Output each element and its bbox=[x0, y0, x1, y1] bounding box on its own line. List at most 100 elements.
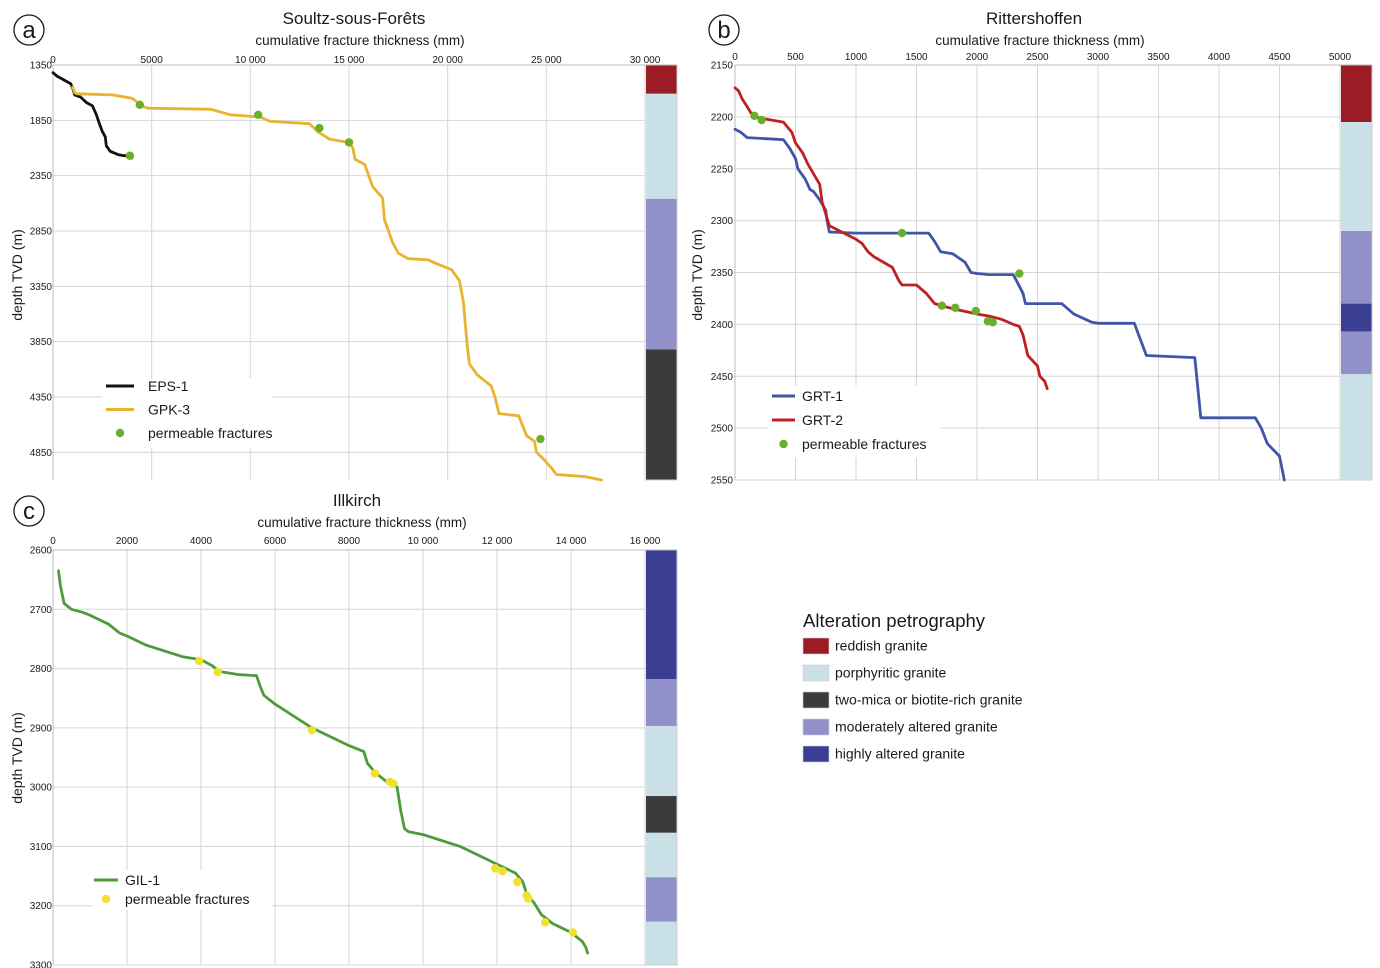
x-tick-label: 5000 bbox=[141, 55, 164, 66]
y-tick-label: 3850 bbox=[30, 337, 53, 348]
x-tick-label: 2000 bbox=[116, 536, 139, 547]
legend-label: EPS-1 bbox=[148, 378, 189, 394]
permeable-fracture-point bbox=[897, 228, 907, 238]
y-tick-label: 2850 bbox=[30, 227, 53, 238]
legend-label: GIL-1 bbox=[125, 872, 160, 888]
alteration-label: porphyritic granite bbox=[835, 665, 946, 681]
permeable-fracture-point bbox=[750, 111, 759, 121]
y-tick-label: 4850 bbox=[30, 448, 53, 459]
x-tick-label: 2500 bbox=[1026, 52, 1049, 63]
permeable-fracture-point bbox=[988, 318, 997, 327]
alteration-segment bbox=[646, 921, 677, 965]
permeable-fracture-point bbox=[498, 867, 507, 876]
y-tick-label: 2200 bbox=[711, 112, 734, 123]
permeable-fracture-point bbox=[213, 667, 222, 677]
permeable-fracture-point bbox=[194, 656, 204, 666]
x-axis-label: cumulative fracture thickness (mm) bbox=[255, 33, 464, 48]
alteration-segment bbox=[1341, 331, 1372, 375]
series-line-gil-1 bbox=[57, 569, 589, 955]
x-axis-label: cumulative fracture thickness (mm) bbox=[935, 33, 1144, 48]
x-tick-label: 1500 bbox=[905, 52, 928, 63]
y-tick-label: 2350 bbox=[711, 268, 734, 279]
permeable-fracture-point bbox=[135, 100, 145, 110]
alteration-swatch bbox=[802, 718, 830, 736]
y-tick-label: 2500 bbox=[711, 424, 734, 435]
chart-title: Rittershoffen bbox=[986, 9, 1082, 28]
chart-panel-b: 0 500 1000 1500 2000 2500 3000 3500 4000 4500 5000… bbox=[689, 9, 1373, 487]
alteration-segment bbox=[646, 198, 677, 350]
permeable-fracture-point bbox=[125, 151, 135, 160]
alteration-segment bbox=[646, 93, 677, 199]
alteration-swatch bbox=[802, 745, 830, 763]
alteration-label: reddish granite bbox=[835, 638, 928, 654]
permeable-fracture-point bbox=[513, 877, 522, 887]
permeable-fracture-point bbox=[307, 726, 317, 735]
x-tick-label: 20 000 bbox=[432, 55, 463, 66]
series-line-gpk-3 bbox=[71, 85, 603, 482]
alteration-segment bbox=[646, 65, 677, 94]
y-tick-label: 2300 bbox=[711, 216, 734, 227]
x-tick-label: 8000 bbox=[338, 536, 361, 547]
permeable-fracture-point bbox=[536, 434, 545, 444]
y-tick-label: 3100 bbox=[30, 842, 53, 853]
y-axis-label: depth TVD (m) bbox=[9, 229, 25, 321]
y-axis-label: depth TVD (m) bbox=[689, 229, 705, 321]
alteration-segment bbox=[1341, 303, 1372, 332]
x-tick-label: 0 bbox=[50, 536, 56, 547]
alteration-label: two-mica or biotite-rich granite bbox=[835, 692, 1023, 708]
alteration-segment bbox=[646, 877, 677, 922]
y-tick-label: 2250 bbox=[711, 164, 734, 175]
alteration-segment bbox=[646, 726, 677, 797]
permeable-fracture-point bbox=[315, 123, 324, 133]
x-tick-label: 0 bbox=[732, 52, 738, 63]
series-line-eps-1 bbox=[51, 71, 134, 160]
panel-badge-circle bbox=[13, 495, 45, 527]
x-tick-label: 16 000 bbox=[630, 536, 661, 547]
y-tick-label: 4350 bbox=[30, 393, 53, 404]
x-tick-label: 12 000 bbox=[482, 536, 513, 547]
x-tick-label: 30 000 bbox=[630, 55, 661, 66]
y-tick-label: 2150 bbox=[711, 61, 734, 72]
y-tick-label: 2450 bbox=[711, 372, 734, 383]
permeable-fracture-point bbox=[951, 303, 960, 312]
legend-label: GRT-1 bbox=[802, 388, 843, 404]
x-tick-label: 4500 bbox=[1268, 52, 1291, 63]
alteration-segment bbox=[1341, 65, 1372, 123]
chart-title: Soultz-sous-Forêts bbox=[283, 9, 426, 28]
permeable-fracture-point bbox=[1015, 269, 1024, 278]
legend-label: permeable fractures bbox=[802, 436, 927, 452]
x-tick-label: 5000 bbox=[1329, 52, 1352, 63]
series-line-grt-2 bbox=[733, 86, 1049, 391]
permeable-fracture-point bbox=[490, 864, 500, 873]
panel-badge-letter: b bbox=[717, 17, 730, 44]
y-tick-label: 3000 bbox=[30, 783, 53, 794]
legend-dot-swatch bbox=[101, 894, 111, 904]
alteration-legend: Alteration petrography reddish granite por… bbox=[802, 610, 1023, 763]
alteration-legend-title: Alteration petrography bbox=[803, 610, 986, 631]
alteration-segment bbox=[1341, 231, 1372, 304]
x-tick-label: 14 000 bbox=[556, 536, 587, 547]
y-tick-label: 3200 bbox=[30, 901, 53, 912]
x-axis-label: cumulative fracture thickness (mm) bbox=[257, 515, 466, 530]
legend-background bbox=[92, 870, 272, 910]
panel-badge-circle bbox=[708, 14, 740, 46]
y-tick-label: 3300 bbox=[30, 961, 53, 968]
panel-badge-letter: c bbox=[23, 498, 35, 525]
alteration-label: highly altered granite bbox=[835, 746, 965, 762]
permeable-fracture-point bbox=[971, 306, 980, 316]
alteration-segment bbox=[1341, 374, 1372, 480]
chart-panel-c: 0 2000 4000 6000 8000 10 000 12 000 14 000 16 00… bbox=[9, 491, 678, 968]
x-tick-label: 15 000 bbox=[334, 55, 365, 66]
y-tick-label: 2700 bbox=[30, 605, 53, 616]
permeable-fracture-point bbox=[524, 894, 533, 903]
y-tick-label: 2550 bbox=[711, 476, 734, 487]
x-tick-label: 4000 bbox=[1208, 52, 1231, 63]
alteration-segment bbox=[646, 349, 677, 480]
panel-badge-letter: a bbox=[22, 17, 36, 44]
legend-background bbox=[102, 378, 272, 448]
alteration-segment bbox=[1341, 122, 1372, 231]
y-tick-label: 2600 bbox=[30, 546, 53, 557]
alteration-segment bbox=[646, 832, 677, 878]
legend-label: GRT-2 bbox=[802, 412, 843, 428]
